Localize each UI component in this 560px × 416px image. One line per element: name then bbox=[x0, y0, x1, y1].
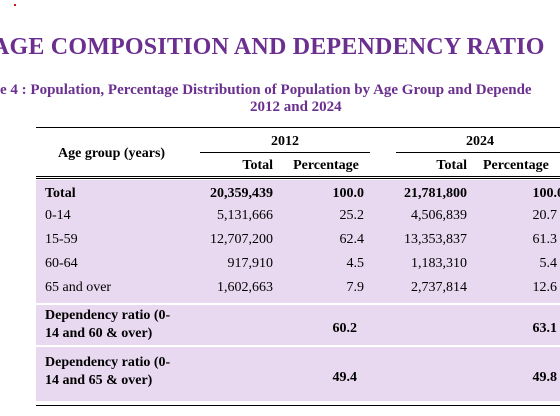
row-header: Age group (years) bbox=[58, 146, 166, 161]
percentage-2012-header: Percentage bbox=[293, 158, 359, 173]
total-2012-header: Total bbox=[242, 158, 273, 173]
row-label-total: Total bbox=[45, 186, 76, 201]
row-label-0-14: 0-14 bbox=[45, 208, 71, 223]
cell-total-2024: 13,353,837 bbox=[404, 232, 467, 247]
cell-total-2012: 1,602,663 bbox=[217, 280, 273, 295]
year-2012-header: 2012 bbox=[271, 134, 299, 149]
total-2024-header: Total bbox=[436, 158, 467, 173]
ratio-value-2012: 49.4 bbox=[332, 370, 358, 385]
ratio-label-line1: Dependency ratio (0- bbox=[45, 355, 171, 370]
cell-total-2024: 1,183,310 bbox=[411, 256, 467, 271]
cell-total-2012: 917,910 bbox=[227, 256, 274, 271]
cell-pct-2012: 62.4 bbox=[339, 232, 365, 247]
cell-total-2012: 5,131,666 bbox=[217, 208, 273, 223]
cell-pct-2012: 4.5 bbox=[346, 256, 365, 271]
cell-pct-2024: 5.4 bbox=[539, 256, 558, 271]
cell-total-2012: 20,359,439 bbox=[210, 186, 273, 201]
ratio-label-line1: Dependency ratio (0- bbox=[45, 308, 171, 323]
row-label-15-59: 15-59 bbox=[45, 232, 78, 247]
cell-pct-2024: 61.3 bbox=[532, 232, 558, 247]
row-label-65-over: 65 and over bbox=[45, 280, 112, 295]
cell-total-2024: 4,506,839 bbox=[411, 208, 467, 223]
ratio-value-2012: 60.2 bbox=[332, 321, 358, 336]
red-mark bbox=[14, 4, 16, 6]
ratio-value-2024: 63.1 bbox=[532, 321, 558, 336]
header-bottom-rule-2 bbox=[36, 178, 560, 179]
cell-pct-2012: 100.0 bbox=[332, 186, 365, 201]
cell-pct-2024: 100.0 bbox=[532, 186, 560, 201]
data-rows-band bbox=[36, 180, 560, 303]
ratio-band-2 bbox=[36, 347, 560, 401]
ratio-band-1 bbox=[36, 305, 560, 345]
year-2024-header: 2024 bbox=[466, 134, 494, 149]
ratio-label-line2: 14 and 65 & over) bbox=[45, 373, 153, 388]
table-bottom-rule bbox=[36, 405, 560, 406]
cell-total-2024: 21,781,800 bbox=[404, 186, 467, 201]
percentage-2024-header: Percentage bbox=[483, 158, 549, 173]
cell-pct-2012: 7.9 bbox=[346, 280, 365, 295]
ratio-value-2024: 49.8 bbox=[532, 370, 558, 385]
cell-total-2012: 12,707,200 bbox=[210, 232, 273, 247]
cell-pct-2012: 25.2 bbox=[339, 208, 365, 223]
cell-total-2024: 2,737,814 bbox=[411, 280, 467, 295]
ratio-label-line2: 14 and 60 & over) bbox=[45, 326, 153, 341]
year-2024-rule bbox=[396, 152, 560, 153]
cell-pct-2024: 20.7 bbox=[532, 208, 558, 223]
table-top-rule bbox=[36, 127, 560, 128]
page-heading: AGE COMPOSITION AND DEPENDENCY RATIO bbox=[0, 34, 545, 60]
table-caption-line2: 2012 and 2024 bbox=[250, 99, 342, 115]
row-label-60-64: 60-64 bbox=[45, 256, 78, 271]
cell-pct-2024: 12.6 bbox=[532, 280, 558, 295]
table-caption-line1: e 4 : Population, Percentage Distributio… bbox=[0, 82, 532, 98]
header-bottom-rule bbox=[36, 176, 560, 177]
year-2012-rule bbox=[200, 152, 370, 153]
